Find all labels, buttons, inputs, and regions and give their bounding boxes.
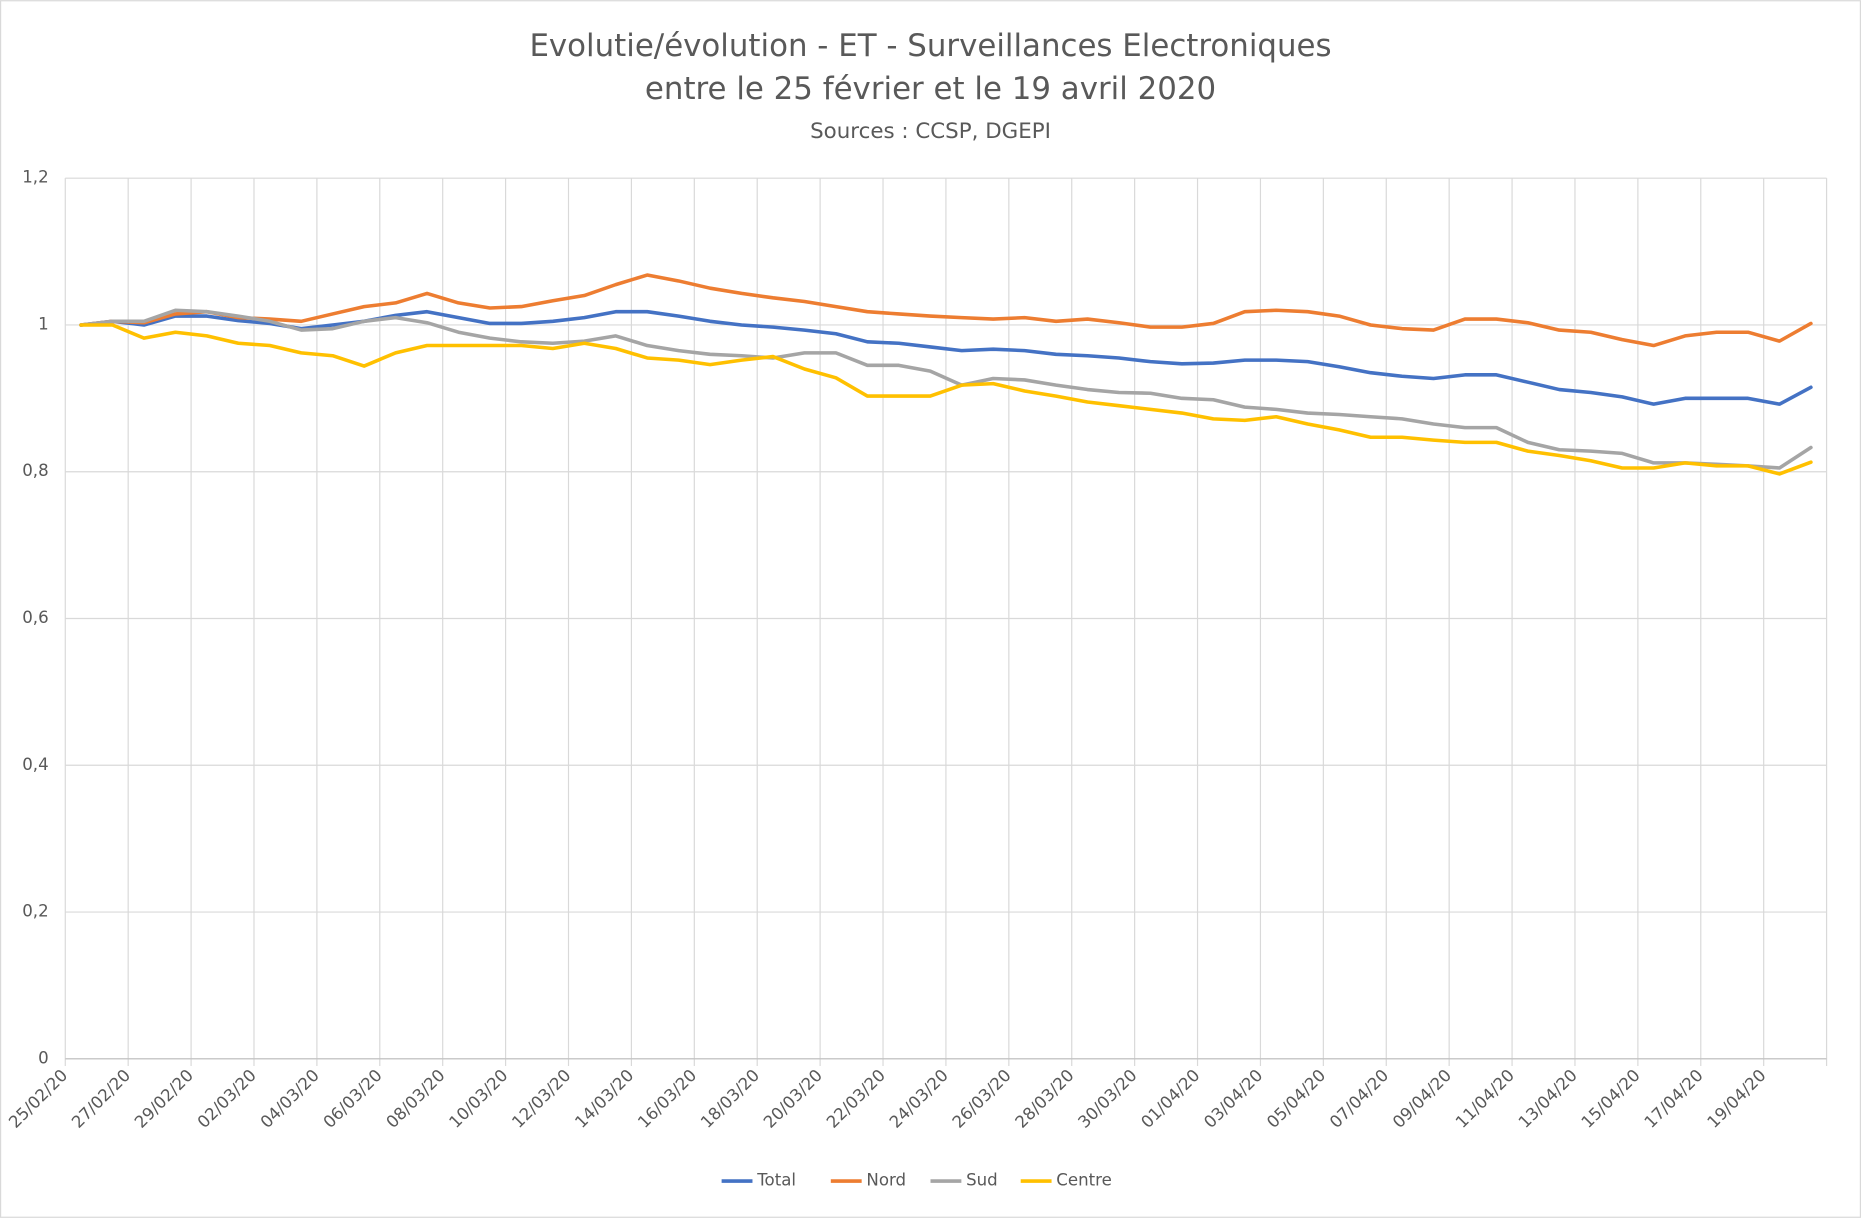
y-tick-label: 1 bbox=[38, 314, 49, 333]
series-line bbox=[79, 308, 1813, 470]
legend-label: Centre bbox=[1056, 1171, 1112, 1190]
y-tick-label: 0 bbox=[38, 1048, 49, 1067]
chart-title: Evolutie/évolution - ET - Surveillances … bbox=[529, 28, 1331, 64]
series-line bbox=[79, 273, 1813, 348]
y-tick-label: 0,6 bbox=[22, 608, 48, 627]
y-tick-label: 1,2 bbox=[22, 168, 48, 187]
chart-title: entre le 25 février et le 19 avril 2020 bbox=[645, 71, 1216, 107]
chart-subtitle: Sources : CCSP, DGEPI bbox=[810, 119, 1051, 144]
y-tick-label: 0,4 bbox=[22, 755, 48, 774]
legend-label: Nord bbox=[866, 1171, 906, 1190]
legend-label: Sud bbox=[966, 1171, 998, 1190]
series-line bbox=[79, 323, 1813, 476]
legend: Total Nord Sud Centre bbox=[721, 1171, 1112, 1190]
legend-label: Total bbox=[756, 1171, 796, 1190]
y-tick-label: 0,8 bbox=[22, 461, 48, 480]
y-tick-label: 0,2 bbox=[22, 902, 48, 921]
